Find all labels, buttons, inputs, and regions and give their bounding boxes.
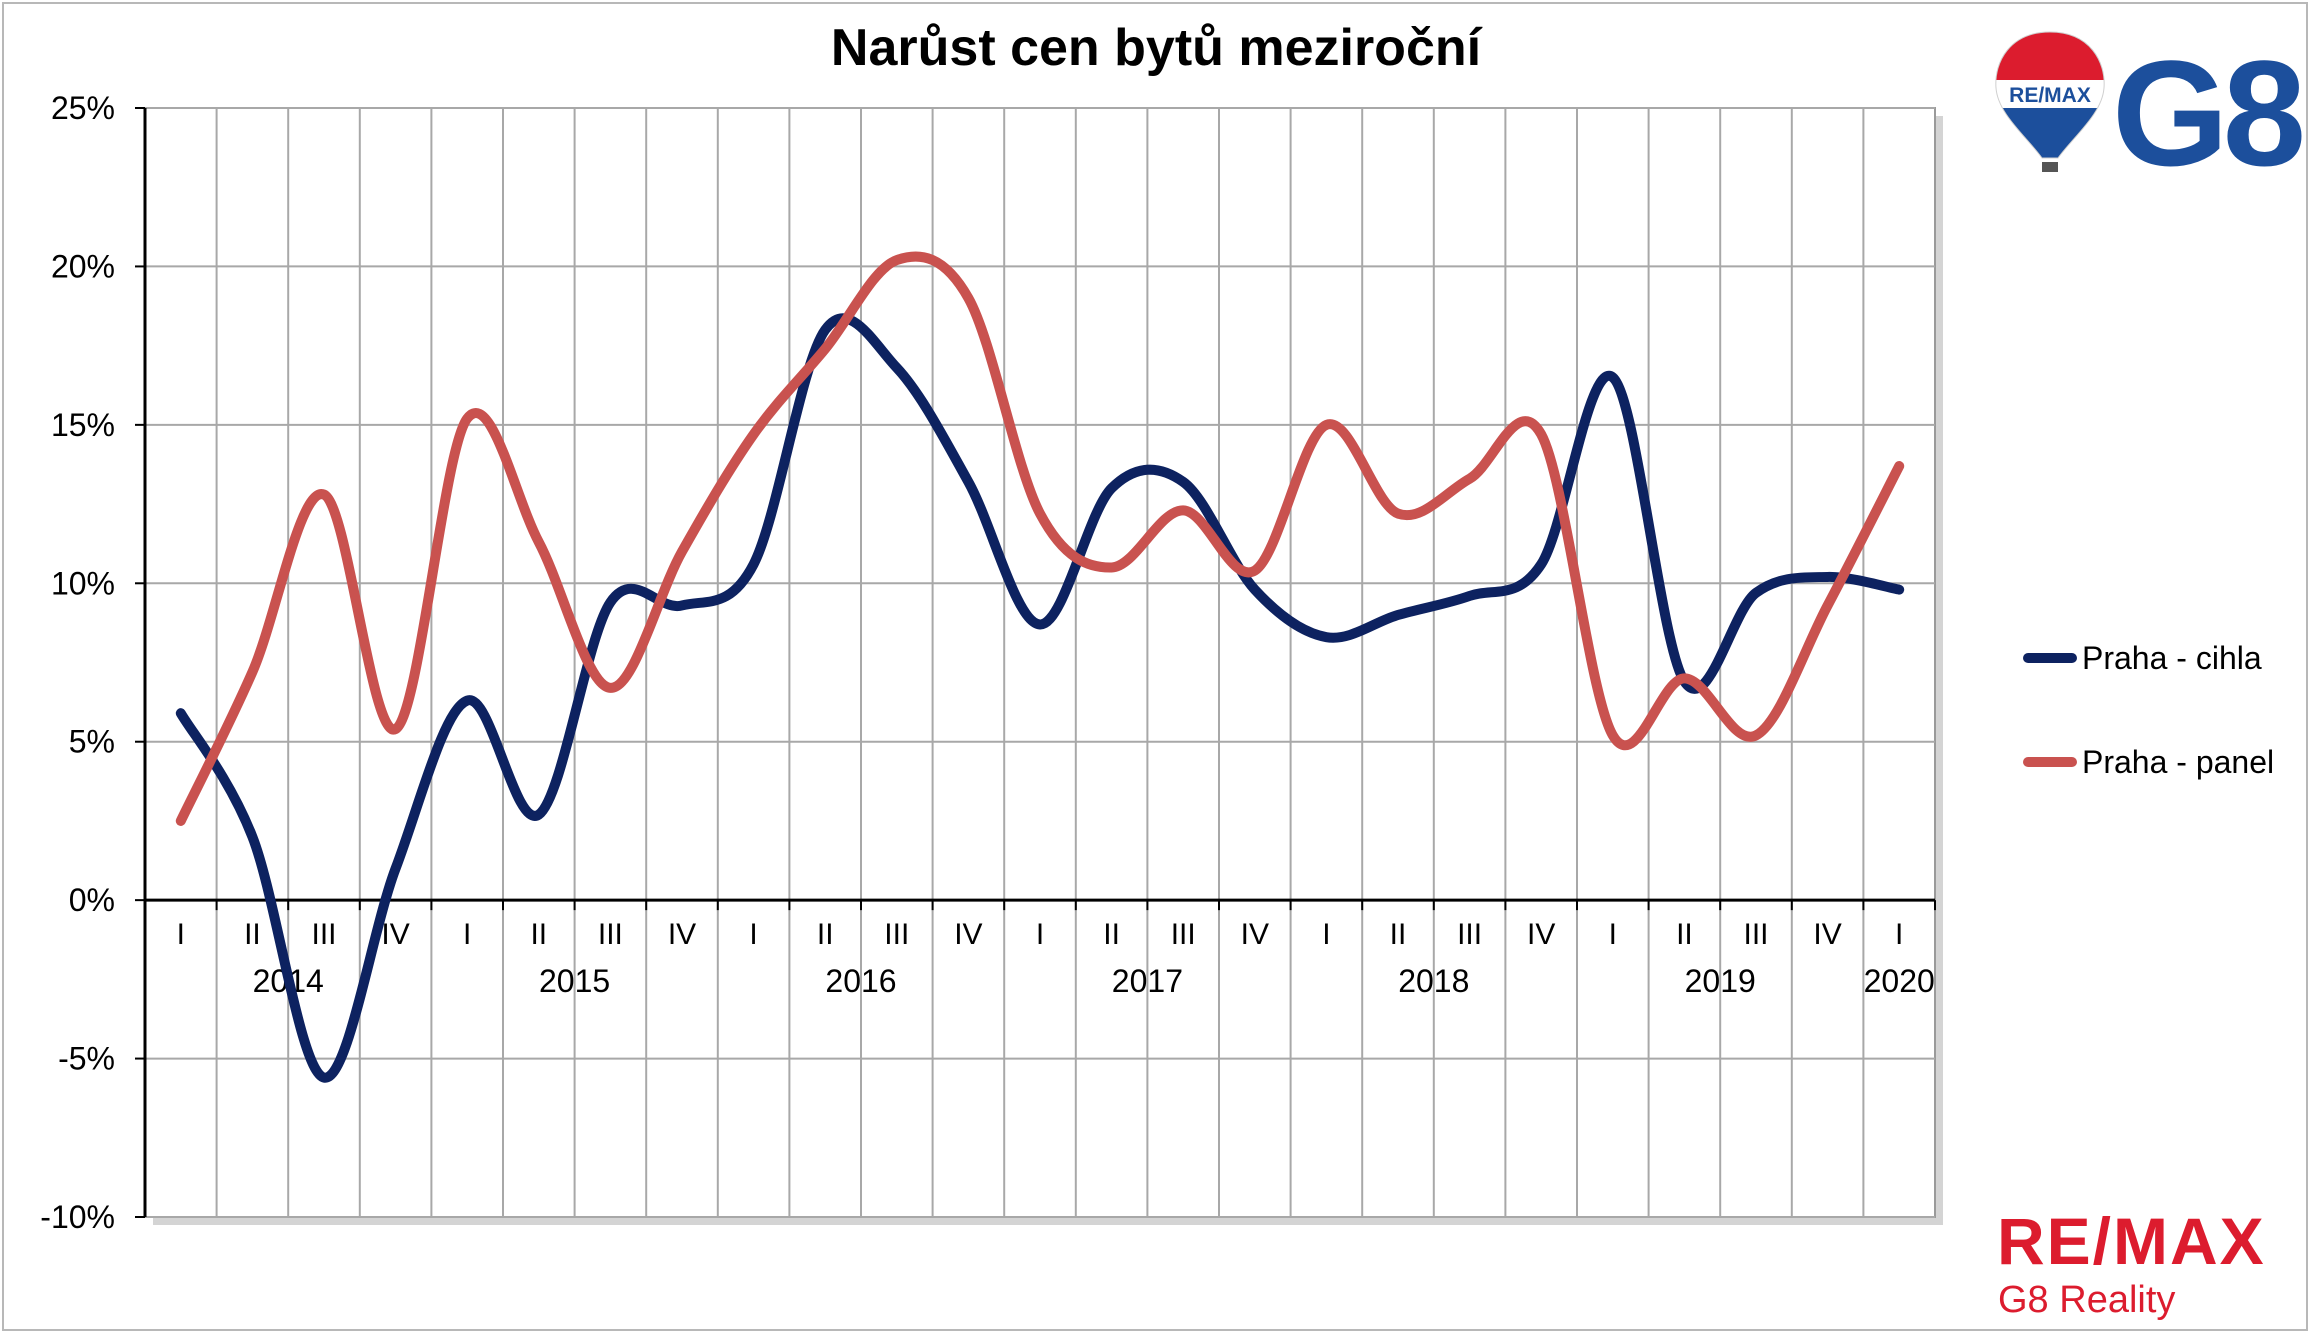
y-axis-labels: -10% -5% 0% 5% 10% 15% 20% 25% — [40, 90, 115, 1235]
year-label: 2016 — [825, 963, 896, 999]
legend-label: Praha - panel — [2082, 744, 2274, 780]
quarter-label: IV — [954, 918, 982, 951]
quarter-label: III — [884, 918, 909, 951]
footer-brand: RE/MAX — [1997, 1204, 2266, 1278]
legend-label: Praha - cihla — [2082, 640, 2262, 676]
quarter-label: II — [1676, 918, 1693, 951]
quarter-label: III — [311, 918, 336, 951]
quarter-label: I — [177, 918, 185, 951]
series-line-cihla — [175, 313, 1905, 1083]
quarter-label: I — [463, 918, 471, 951]
quarter-label: IV — [1527, 918, 1555, 951]
remax-balloon-logo: RE/MAX — [1995, 31, 2105, 172]
quarter-label: II — [530, 918, 547, 951]
quarter-label: IV — [668, 918, 696, 951]
y-tick-label: 20% — [51, 248, 115, 284]
y-tick-label: -5% — [58, 1041, 115, 1077]
chart-title: Narůst cen bytů meziroční — [830, 19, 1482, 77]
quarter-label: I — [1322, 918, 1330, 951]
quarter-label: II — [1390, 918, 1407, 951]
quarter-label: II — [817, 918, 834, 951]
legend: Praha - cihla Praha - panel — [2023, 640, 2274, 780]
y-tick-label: 15% — [51, 407, 115, 443]
quarter-label: I — [1036, 918, 1044, 951]
y-tick-label: -10% — [40, 1199, 115, 1235]
quarter-label: II — [244, 918, 261, 951]
quarter-label: III — [1457, 918, 1482, 951]
quarter-label: IV — [1241, 918, 1269, 951]
x-axis-labels: I II III IV I II III IV I II III IV I II III IV I II III IV… — [177, 918, 1935, 999]
balloon-text: RE/MAX — [2009, 84, 2091, 107]
quarter-label: II — [1103, 918, 1120, 951]
y-tick-label: 5% — [69, 724, 115, 760]
year-label: 2015 — [539, 963, 610, 999]
g8-logo: G8 — [2112, 29, 2306, 197]
series-line-panel — [175, 251, 1905, 826]
year-label: 2019 — [1685, 963, 1756, 999]
footer-subtitle: G8 Reality — [1998, 1279, 2176, 1321]
y-tick-label: 0% — [69, 882, 115, 918]
quarter-label: III — [1743, 918, 1768, 951]
year-label: 2018 — [1398, 963, 1469, 999]
year-label: 2020 — [1864, 963, 1935, 999]
quarter-label: I — [1895, 918, 1903, 951]
quarter-label: IV — [381, 918, 409, 951]
quarter-label: IV — [1813, 918, 1841, 951]
quarter-label: III — [598, 918, 623, 951]
y-tick-label: 10% — [51, 565, 115, 601]
year-label: 2017 — [1112, 963, 1183, 999]
quarter-label: I — [1609, 918, 1617, 951]
series-lines — [175, 251, 1905, 1083]
plot-area — [144, 107, 1943, 1225]
quarter-label: III — [1171, 918, 1196, 951]
quarter-label: I — [749, 918, 757, 951]
axes — [135, 107, 1936, 1218]
plot-border — [144, 107, 1936, 1218]
y-tick-label: 25% — [51, 90, 115, 126]
